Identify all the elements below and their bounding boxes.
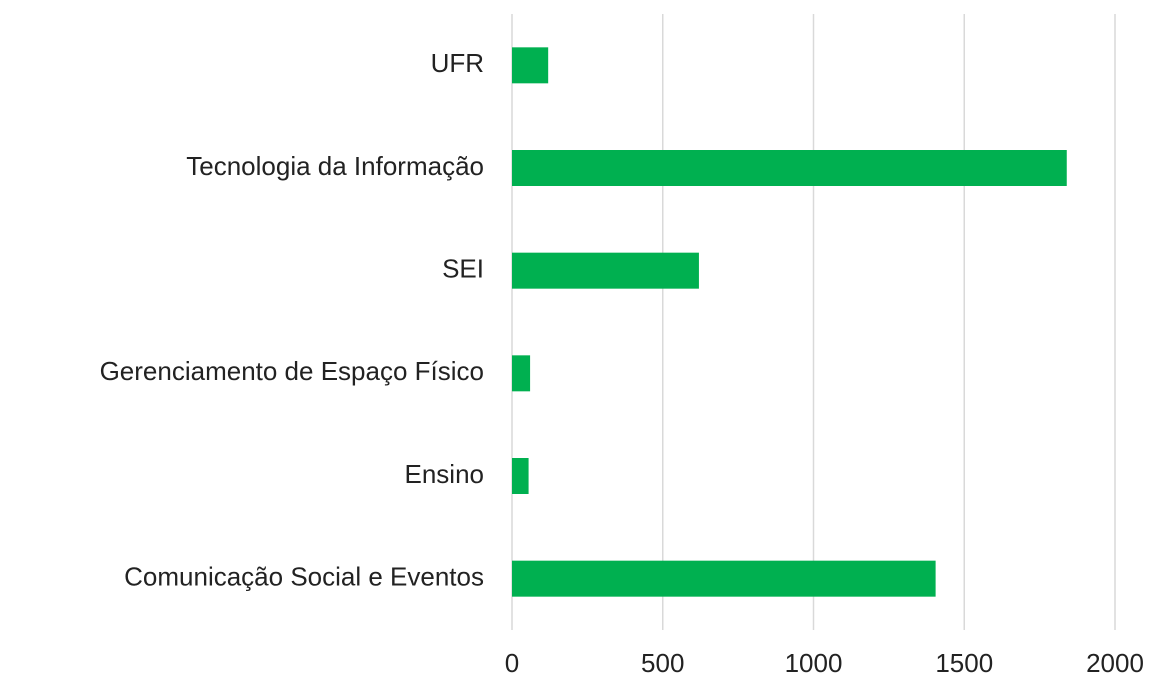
bar	[512, 150, 1067, 186]
y-tick-label: Comunicação Social e Eventos	[124, 562, 484, 592]
y-tick-label: UFR	[431, 48, 484, 78]
x-tick-label: 0	[505, 648, 519, 678]
x-tick-label: 2000	[1086, 648, 1144, 678]
x-tick-label: 1500	[935, 648, 993, 678]
bar	[512, 458, 529, 494]
y-tick-label: SEI	[442, 254, 484, 284]
y-tick-label: Tecnologia da Informação	[186, 151, 484, 181]
x-tick-label: 500	[641, 648, 684, 678]
x-tick-label: 1000	[785, 648, 843, 678]
bar	[512, 47, 549, 84]
bar	[512, 252, 699, 289]
bar	[512, 560, 936, 597]
y-tick-label: Gerenciamento de Espaço Físico	[100, 356, 484, 386]
bar	[512, 355, 531, 392]
y-tick-label: Ensino	[405, 459, 485, 489]
